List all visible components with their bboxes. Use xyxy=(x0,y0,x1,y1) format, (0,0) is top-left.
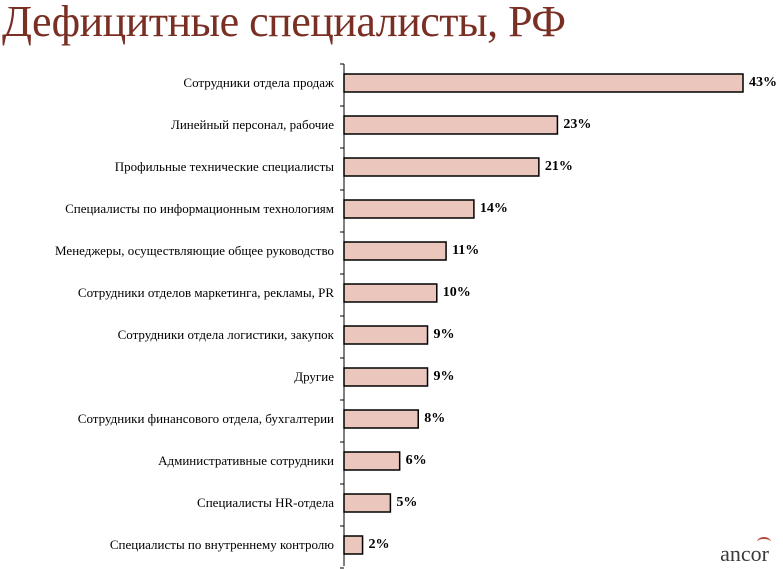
category-label: Профильные технические специалисты xyxy=(115,159,334,174)
category-label: Линейный персонал, рабочие xyxy=(171,117,334,132)
value-label: 23% xyxy=(563,117,591,132)
value-label: 10% xyxy=(443,285,471,300)
bar xyxy=(343,199,475,219)
bar xyxy=(343,367,429,387)
value-label: 21% xyxy=(545,159,573,174)
category-label: Сотрудники отдела продаж xyxy=(183,75,335,90)
bar xyxy=(343,493,392,513)
value-label: 9% xyxy=(434,327,455,342)
value-label: 5% xyxy=(396,495,417,510)
value-labels: 43% 23% 21% 14% 11% 10% 9% 9% 8% 6% 5% 2% xyxy=(369,75,777,552)
value-label: 11% xyxy=(452,243,479,258)
category-label: Специалисты по внутреннему контролю xyxy=(110,537,334,552)
bar xyxy=(343,451,401,471)
bar xyxy=(343,535,364,555)
bar xyxy=(343,73,744,93)
category-label: Сотрудники финансового отдела, бухгалтер… xyxy=(78,411,334,426)
value-label: 43% xyxy=(749,75,777,90)
category-label: Сотрудники отдела логистики, закупок xyxy=(118,327,335,342)
bar xyxy=(343,157,540,177)
bars xyxy=(343,73,744,555)
logo-accent-mark xyxy=(757,537,771,547)
category-label: Специалисты по информационным технология… xyxy=(65,201,334,216)
value-label: 14% xyxy=(480,201,508,216)
bar xyxy=(343,409,419,429)
category-label: Административные сотрудники xyxy=(158,453,334,468)
value-label: 8% xyxy=(424,411,445,426)
chart-title: Дефицитные специалисты, РФ xyxy=(2,0,566,46)
category-label: Сотрудники отделов маркетинга, рекламы, … xyxy=(78,285,334,300)
value-label: 2% xyxy=(369,537,390,552)
category-label: Специалисты HR-отдела xyxy=(197,495,334,510)
bar xyxy=(343,283,438,303)
bar xyxy=(343,325,429,345)
bar xyxy=(343,241,447,261)
value-label: 6% xyxy=(406,453,427,468)
category-label: Другие xyxy=(294,369,334,384)
category-label: Менеджеры, осуществляющие общее руководс… xyxy=(55,243,334,258)
bar xyxy=(343,115,559,135)
category-labels: Сотрудники отдела продаж Линейный персона… xyxy=(55,75,335,552)
value-label: 9% xyxy=(434,369,455,384)
y-axis-ticks xyxy=(340,63,344,569)
